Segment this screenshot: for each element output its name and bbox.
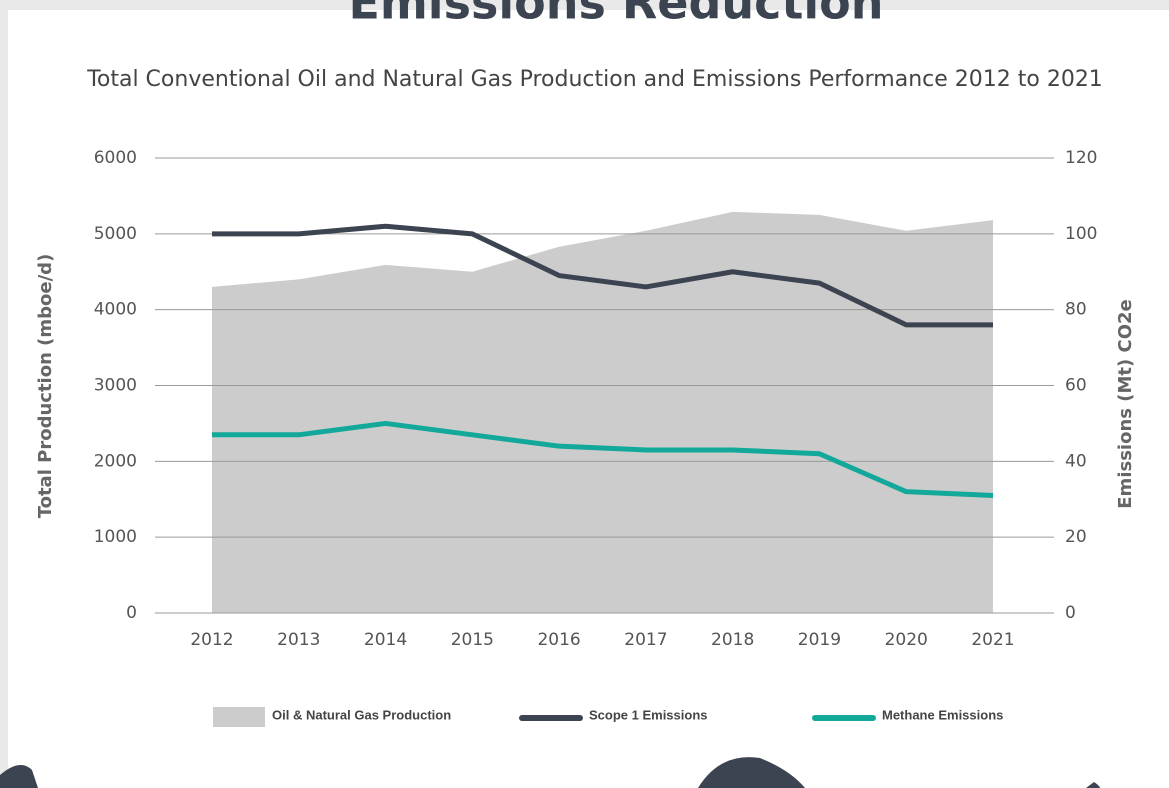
x-tick-label: 2016: [537, 630, 580, 650]
decoration: [0, 765, 38, 788]
chart-title: Emissions Reduction: [348, 0, 883, 30]
x-tick-label: 2017: [624, 630, 667, 650]
decoration: [698, 757, 805, 788]
y-tick-label: 3000: [94, 376, 137, 396]
y2-tick-label: 0: [1065, 603, 1076, 623]
legend-label: Oil & Natural Gas Production: [272, 707, 451, 722]
x-tick-label: 2013: [277, 630, 320, 650]
y2-tick-label: 100: [1065, 224, 1097, 244]
x-tick-label: 2015: [451, 630, 494, 650]
y-tick-label: 2000: [94, 451, 137, 471]
x-tick-label: 2019: [798, 630, 841, 650]
y-tick-label: 6000: [94, 148, 137, 168]
x-tick-label: 2021: [971, 630, 1014, 650]
y-axis-label: Total Production (mboe/d): [35, 254, 56, 519]
x-tick-label: 2014: [364, 630, 407, 650]
y2-tick-label: 120: [1065, 148, 1097, 168]
legend-swatch: [213, 707, 265, 727]
y2-axis-label: Emissions (Mt) CO2e: [1115, 299, 1136, 508]
line: [212, 223, 993, 328]
line: [212, 420, 994, 498]
x-tick-label: 2018: [711, 630, 754, 650]
legend-label: Methane Emissions: [882, 707, 1003, 722]
decoration: [1086, 782, 1100, 788]
x-tick-label: 2012: [190, 630, 233, 650]
area: [212, 211, 993, 613]
y-tick-label: 0: [126, 603, 137, 623]
y-tick-label: 5000: [94, 224, 137, 244]
y-tick-label: 4000: [94, 300, 137, 320]
y2-tick-label: 20: [1065, 527, 1087, 547]
y2-tick-label: 60: [1065, 376, 1087, 396]
legend-label: Scope 1 Emissions: [589, 707, 708, 722]
y2-tick-label: 80: [1065, 300, 1087, 320]
x-tick-label: 2020: [885, 630, 928, 650]
y2-tick-label: 40: [1065, 451, 1087, 471]
y-tick-label: 1000: [94, 527, 137, 547]
chart-subtitle: Total Conventional Oil and Natural Gas P…: [86, 67, 1103, 92]
